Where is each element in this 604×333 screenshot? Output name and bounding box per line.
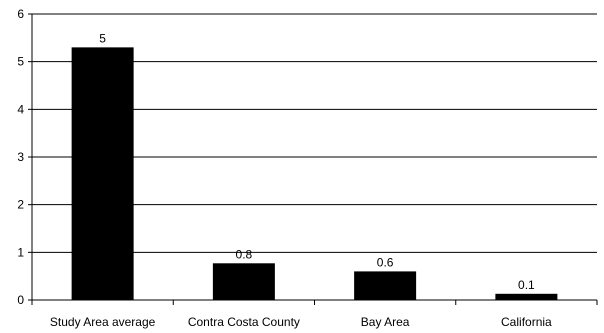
data-label: 0.8 [236,247,253,261]
x-tick-label: Bay Area [361,315,410,329]
y-tick-label: 2 [17,198,24,212]
y-tick-label: 6 [17,7,24,21]
bar [212,263,275,300]
x-tick-label: Study Area average [50,315,156,329]
data-label: 0.1 [518,278,535,292]
bar [495,293,558,300]
data-label: 5 [99,31,106,45]
bar [354,271,417,300]
bars [71,47,558,300]
y-tick-label: 3 [17,150,24,164]
y-tick-label: 1 [17,245,24,259]
data-labels: 5 0.8 0.6 0.1 [99,31,535,291]
y-tick-label: 4 [17,102,24,116]
y-axis-ticks: 0 1 2 3 4 5 6 [17,7,32,307]
x-tick-label: California [501,315,552,329]
axes [31,14,598,305]
bar [71,47,134,300]
x-axis-labels: Study Area average Contra Costa County Bay… [50,315,552,329]
x-tick-label: Contra Costa County [188,315,300,329]
y-tick-label: 5 [17,55,24,69]
y-tick-label: 0 [17,293,24,307]
data-label: 0.6 [377,255,394,269]
